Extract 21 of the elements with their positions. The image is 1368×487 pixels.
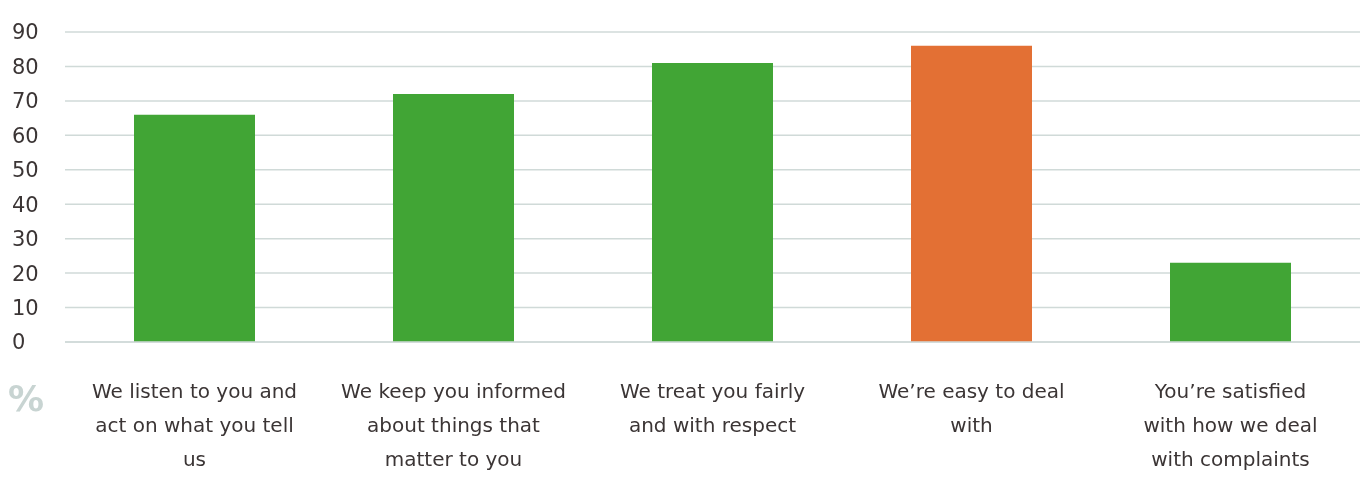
x-tick-label: We listen to you and act on what you tell us xyxy=(91,379,298,471)
y-tick-label: 60 xyxy=(12,123,39,148)
y-axis-title: % xyxy=(8,378,45,419)
y-tick-label: 50 xyxy=(12,158,39,183)
x-tick-label: You’re satisfied with how we deal with complaints xyxy=(1143,379,1318,471)
x-tick-label: We keep you informed about things that matter to you xyxy=(341,379,566,471)
y-tick-label: 90 xyxy=(12,20,39,45)
y-tick-label: 0 xyxy=(12,330,26,355)
x-tick-label: We’re easy to deal with xyxy=(878,379,1065,437)
y-tick-label: 70 xyxy=(12,89,39,114)
y-tick-label: 80 xyxy=(12,54,39,79)
bar xyxy=(393,94,514,342)
y-tick-label: 40 xyxy=(12,192,39,217)
bar xyxy=(652,63,773,342)
y-tick-label: 20 xyxy=(12,261,39,286)
bar xyxy=(911,45,1032,342)
y-tick-label: 10 xyxy=(12,296,39,321)
bar xyxy=(134,114,255,342)
bar xyxy=(1170,262,1291,342)
y-tick-label: 30 xyxy=(12,227,39,252)
x-tick-label: We treat you fairly and with respect xyxy=(619,379,806,437)
